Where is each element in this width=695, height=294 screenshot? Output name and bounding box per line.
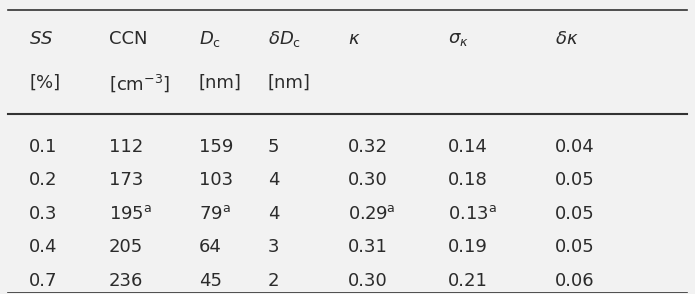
Text: 0.06: 0.06 [555, 272, 595, 290]
Text: 0.31: 0.31 [348, 238, 387, 256]
Text: 159: 159 [199, 138, 233, 156]
Text: 5: 5 [268, 138, 279, 156]
Text: [cm$^{-3}$]: [cm$^{-3}$] [108, 72, 170, 94]
Text: 4: 4 [268, 205, 279, 223]
Text: 64: 64 [199, 238, 222, 256]
Text: 0.21: 0.21 [448, 272, 488, 290]
Text: CCN: CCN [108, 30, 147, 48]
Text: $\delta\kappa$: $\delta\kappa$ [555, 30, 579, 48]
Text: $\mathit{SS}$: $\mathit{SS}$ [29, 30, 54, 48]
Text: 0.2: 0.2 [29, 171, 58, 190]
Text: 0.3: 0.3 [29, 205, 58, 223]
Text: 0.14: 0.14 [448, 138, 488, 156]
Text: 2: 2 [268, 272, 279, 290]
Text: $\mathregular{0.29}^{\mathrm{a}}$: $\mathregular{0.29}^{\mathrm{a}}$ [348, 205, 395, 223]
Text: 0.32: 0.32 [348, 138, 388, 156]
Text: 0.30: 0.30 [348, 272, 387, 290]
Text: 0.05: 0.05 [555, 238, 595, 256]
Text: [%]: [%] [29, 74, 60, 92]
Text: $\delta \mathit{D}_\mathrm{c}$: $\delta \mathit{D}_\mathrm{c}$ [268, 29, 301, 49]
Text: 0.18: 0.18 [448, 171, 488, 190]
Text: $\mathregular{0.13}^{\mathrm{a}}$: $\mathregular{0.13}^{\mathrm{a}}$ [448, 205, 497, 223]
Text: 112: 112 [108, 138, 143, 156]
Text: [nm]: [nm] [199, 74, 242, 92]
Text: 0.4: 0.4 [29, 238, 58, 256]
Text: $\kappa$: $\kappa$ [348, 30, 360, 48]
Text: 0.19: 0.19 [448, 238, 488, 256]
Text: 0.7: 0.7 [29, 272, 58, 290]
Text: $\mathregular{195}^{\mathrm{a}}$: $\mathregular{195}^{\mathrm{a}}$ [108, 205, 152, 223]
Text: $\sigma_{\kappa}$: $\sigma_{\kappa}$ [448, 30, 468, 48]
Text: $\mathit{D}_\mathrm{c}$: $\mathit{D}_\mathrm{c}$ [199, 29, 221, 49]
Text: 0.05: 0.05 [555, 205, 595, 223]
Text: 103: 103 [199, 171, 233, 190]
Text: 4: 4 [268, 171, 279, 190]
Text: [nm]: [nm] [268, 74, 311, 92]
Text: 45: 45 [199, 272, 222, 290]
Text: 0.30: 0.30 [348, 171, 387, 190]
Text: 0.04: 0.04 [555, 138, 595, 156]
Text: 3: 3 [268, 238, 279, 256]
Text: 205: 205 [108, 238, 143, 256]
Text: $\mathregular{79}^{\mathrm{a}}$: $\mathregular{79}^{\mathrm{a}}$ [199, 205, 230, 223]
Text: 173: 173 [108, 171, 143, 190]
Text: 236: 236 [108, 272, 143, 290]
Text: 0.05: 0.05 [555, 171, 595, 190]
Text: 0.1: 0.1 [29, 138, 58, 156]
